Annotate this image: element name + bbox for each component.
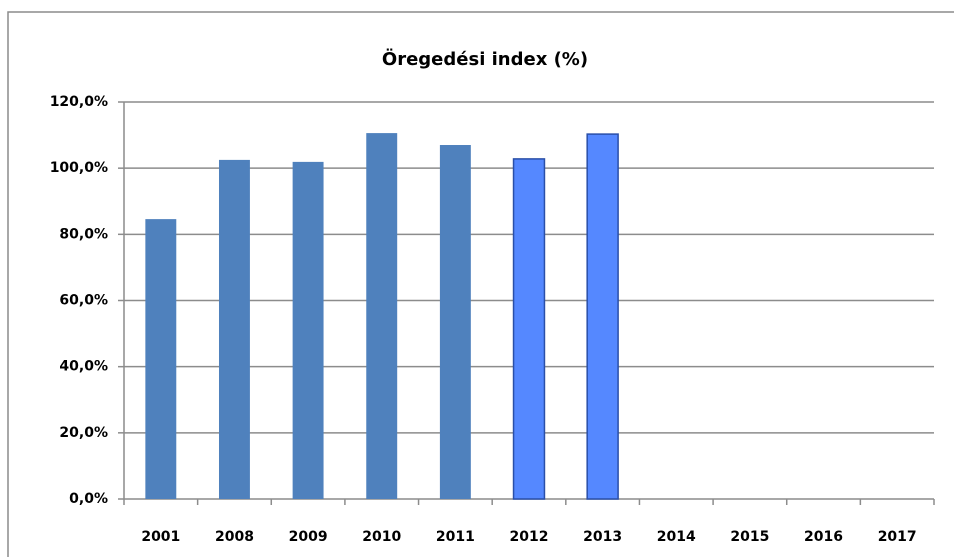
bar [512,158,546,500]
x-tick-label: 2014 [657,529,696,545]
x-tick-label: 2009 [289,529,328,545]
y-tick-label: 40,0% [59,359,108,375]
x-tick-label: 2008 [215,529,254,545]
y-tick-label: 20,0% [59,425,108,441]
bar [292,161,324,499]
x-tick-label: 2013 [583,529,622,545]
bar [366,133,398,499]
y-tick-label: 100,0% [50,160,108,176]
bar [145,219,177,500]
bar [439,145,471,499]
y-tick-label: 0,0% [69,491,108,507]
chart-title: Öregedési index (%) [382,48,588,70]
y-tick-label: 60,0% [59,293,108,309]
x-tick-label: 2015 [730,529,769,545]
x-tick-label: 2017 [878,529,917,545]
bar [218,159,250,500]
x-tick-label: 2010 [362,529,401,545]
y-tick-label: 120,0% [50,94,108,110]
bar [586,133,619,500]
x-tick-label: 2016 [804,529,843,545]
y-tick-label: 80,0% [59,226,108,242]
x-tick-label: 2012 [510,529,549,545]
x-tick-label: 2011 [436,529,475,545]
x-tick-label: 2001 [141,529,180,545]
